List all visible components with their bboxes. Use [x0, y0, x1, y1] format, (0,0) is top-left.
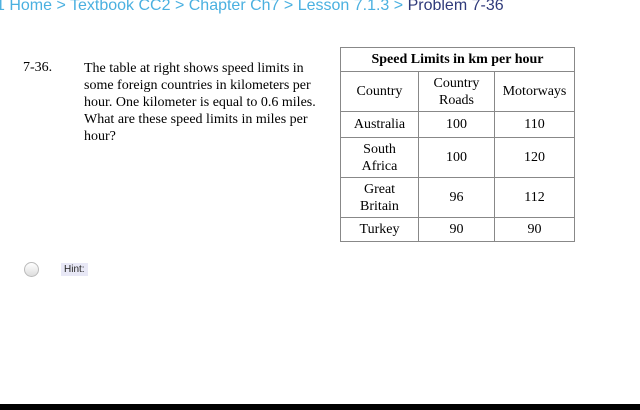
separator: >: [393, 0, 404, 14]
cell: 96: [418, 177, 495, 218]
breadcrumb: 1 Home > Textbook CC2 > Chapter Ch7 > Le…: [0, 0, 504, 15]
problem-text: The table at right shows speed limits in…: [84, 61, 316, 144]
breadcrumb-problem: Problem 7-36: [407, 0, 504, 14]
problem-number: 7-36.: [23, 60, 53, 75]
cell: 100: [418, 137, 495, 178]
breadcrumb-chapter[interactable]: Chapter Ch7: [188, 0, 280, 14]
breadcrumb-lesson[interactable]: Lesson 7.1.3: [297, 0, 390, 14]
cell: 90: [494, 217, 575, 242]
speed-limits-table: Speed Limits in km per hour Country Coun…: [340, 47, 575, 242]
column-header: Motorways: [494, 71, 575, 112]
cell: 120: [494, 137, 575, 178]
cell: 100: [418, 111, 495, 138]
cell: 110: [494, 111, 575, 138]
cell: Great Britain: [340, 177, 419, 218]
table-row: South Africa 100 120: [340, 137, 575, 178]
table-row: Turkey 90 90: [340, 217, 575, 242]
cell: Australia: [340, 111, 419, 138]
bottom-bar: [0, 404, 640, 410]
hint-radio[interactable]: [24, 262, 39, 277]
column-header: Country: [340, 71, 419, 112]
breadcrumb-textbook[interactable]: Textbook CC2: [69, 0, 171, 14]
column-header: Country Roads: [418, 71, 495, 112]
breadcrumb-home[interactable]: 1 Home: [0, 0, 53, 14]
table-row: Great Britain 96 112: [340, 177, 575, 218]
cell: 90: [418, 217, 495, 242]
table-row: Australia 100 110: [340, 111, 575, 138]
table-title: Speed Limits in km per hour: [340, 47, 575, 72]
hint-label[interactable]: Hint:: [61, 263, 88, 276]
cell: South Africa: [340, 137, 419, 178]
cell: Turkey: [340, 217, 419, 242]
separator: >: [283, 0, 294, 14]
separator: >: [174, 0, 185, 14]
separator: >: [56, 0, 66, 14]
cell: 112: [494, 177, 575, 218]
